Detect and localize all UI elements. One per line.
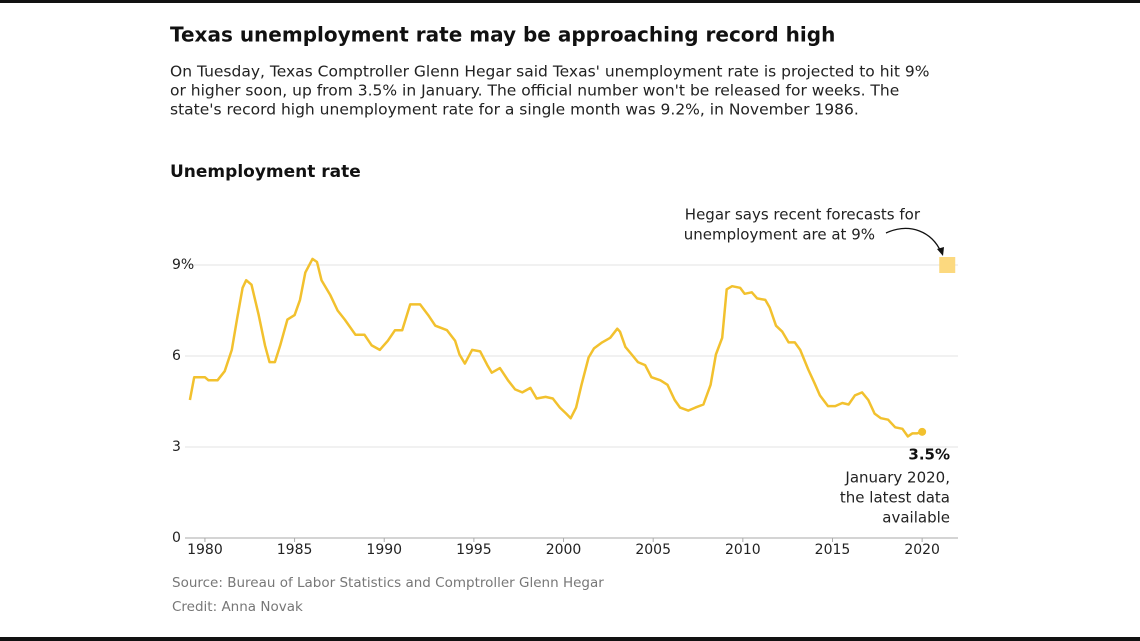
x-tick-label: 1990: [366, 542, 402, 558]
x-tick-label: 1995: [456, 542, 492, 558]
chart-title: Unemployment rate: [170, 162, 361, 182]
annotation-arrow: [885, 227, 942, 253]
y-tick-label: 9%: [172, 257, 194, 273]
title: Texas unemployment rate may be approachi…: [170, 23, 835, 47]
subtitle: state's record high unemployment rate fo…: [170, 101, 859, 119]
credit: Credit: Anna Novak: [172, 599, 303, 615]
latest-annotation: the latest data: [840, 489, 950, 507]
line: [188, 257, 923, 438]
x-tick-label: 2010: [725, 542, 761, 558]
x-tick-label: 2005: [635, 542, 671, 558]
end-value-label: 3.5%: [908, 445, 950, 463]
subtitle: On Tuesday, Texas Comptroller Glenn Hega…: [170, 63, 929, 81]
bottom-border: [0, 637, 1140, 641]
x-tick-label: 1985: [277, 542, 313, 558]
forecast-annotation: unemployment are at 9%: [684, 226, 875, 244]
y-tick-label: 3: [172, 439, 181, 455]
x-tick-label: 2000: [546, 542, 582, 558]
subtitle: or higher soon, up from 3.5% in January.…: [170, 82, 899, 100]
x-tick-label: 2020: [904, 542, 940, 558]
arrowhead: [937, 247, 944, 256]
top-border: [0, 0, 1140, 3]
forecast-annotation: Hegar says recent forecasts for: [685, 206, 921, 224]
latest-annotation: available: [882, 509, 950, 527]
end-point: [918, 427, 927, 436]
y-tick-label: 0: [172, 530, 181, 546]
latest-annotation: January 2020,: [844, 469, 950, 487]
source: Source: Bureau of Labor Statistics and C…: [172, 575, 604, 591]
y-tick-label: 6: [172, 348, 181, 364]
forecast-point: [939, 257, 956, 273]
x-tick-label: 1980: [187, 542, 223, 558]
x-tick-label: 2015: [815, 542, 851, 558]
